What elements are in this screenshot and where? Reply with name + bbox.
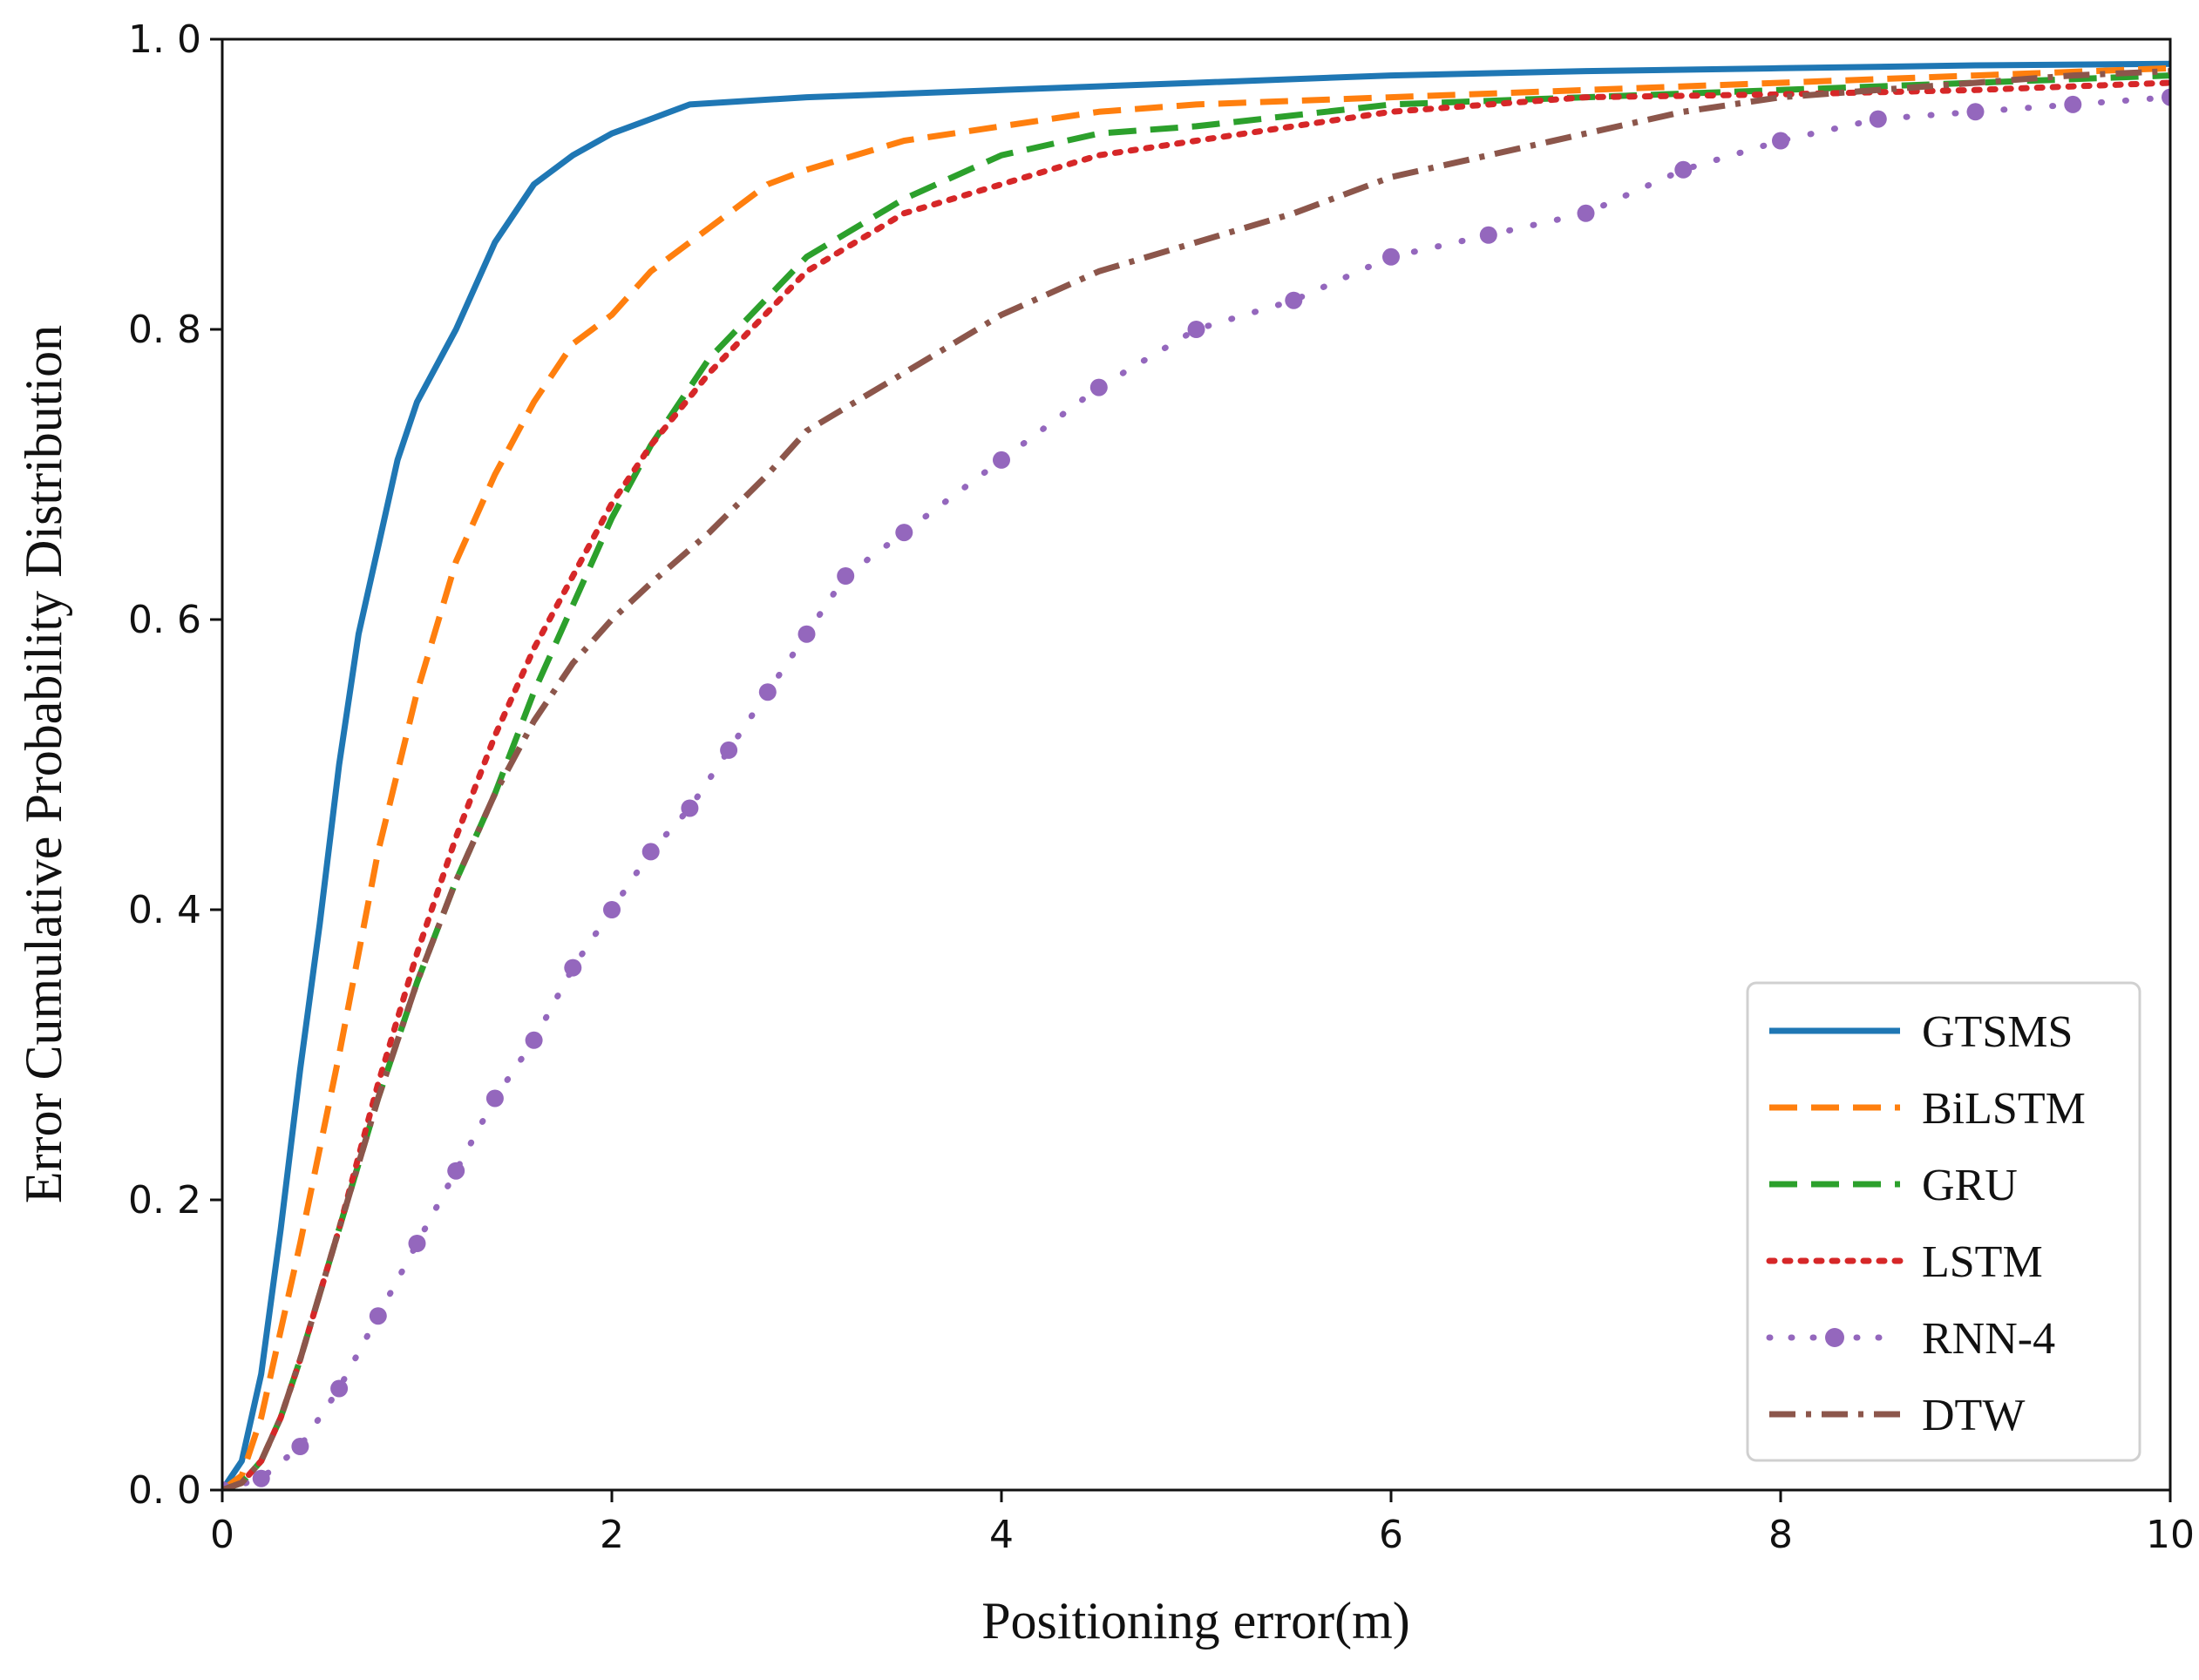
gtsms-series-line	[222, 60, 2170, 1490]
rnn-4-point	[797, 625, 816, 643]
x-tick-label: 8	[1768, 1513, 1793, 1557]
y-tick-label: 0. 8	[128, 308, 201, 352]
rnn-4-point	[895, 524, 913, 542]
plot-frame	[221, 37, 2172, 1492]
x-axis: 0 2 4 6 8 10	[210, 1490, 2195, 1557]
rnn-4-point	[1187, 321, 1205, 338]
legend-lstm-label: LSTM	[1922, 1237, 2043, 1287]
rnn-4-point	[408, 1235, 426, 1252]
rnn-4-point	[641, 843, 660, 861]
x-axis-label: Positioning error(m)	[981, 1592, 1410, 1650]
rnn-4-point	[252, 1469, 270, 1487]
rnn-4-point	[603, 901, 621, 918]
rnn-4-point	[291, 1438, 309, 1455]
rnn-4-point	[1577, 204, 1595, 222]
rnn-4-point	[2064, 95, 2082, 113]
y-tick-label: 1. 0	[128, 17, 201, 62]
y-tick-label: 0. 4	[128, 888, 201, 932]
legend: GTSMS BiLSTM GRU LSTM RNN-4 DTW	[1746, 981, 2141, 1462]
rnn-4-point	[1089, 378, 1108, 396]
x-tick-label: 6	[1379, 1513, 1403, 1557]
y-tick-label: 0. 0	[128, 1468, 201, 1513]
rnn-4-point	[1479, 226, 1497, 244]
legend-gtsms-label: GTSMS	[1922, 1007, 2073, 1057]
legend-bilstm-label: BiLSTM	[1922, 1084, 2086, 1134]
x-tick-label: 4	[989, 1513, 1014, 1557]
rnn-4-point	[447, 1162, 465, 1180]
legend-box	[1746, 981, 2141, 1462]
y-tick-label: 0. 2	[128, 1178, 201, 1223]
legend-rnn-4-label: RNN-4	[1922, 1314, 2055, 1364]
x-tick-label: 10	[2146, 1513, 2195, 1557]
rnn-4-point	[1382, 247, 1400, 266]
y-axis: 0. 0 0. 2 0. 4 0. 6 0. 8 1. 0	[128, 17, 222, 1513]
rnn-4-point	[758, 683, 777, 701]
x-tick-label: 2	[600, 1513, 624, 1557]
y-tick-label: 0. 6	[128, 598, 201, 642]
rnn-4-point	[485, 1089, 504, 1108]
rnn-4-point	[681, 799, 699, 817]
rnn-4-point	[837, 567, 855, 585]
y-axis-label: Error Cumulative Probability Distributio…	[15, 325, 72, 1203]
rnn-4-point	[1285, 291, 1303, 309]
rnn-4-point	[1966, 103, 1985, 121]
series-layer	[222, 60, 2170, 1490]
rnn-4-point	[720, 741, 738, 759]
rnn-4-point	[993, 450, 1010, 469]
legend-dtw-label: DTW	[1922, 1391, 2025, 1440]
rnn-4-point	[1869, 110, 1887, 128]
rnn-4-point	[369, 1307, 387, 1325]
bilstm-series-line	[222, 64, 2170, 1490]
rnn-4-point	[330, 1379, 349, 1398]
rnn-4-point	[1674, 160, 1693, 179]
gru-series-line	[222, 72, 2170, 1490]
rnn-4-point	[564, 959, 582, 977]
rnn-4-point	[525, 1031, 543, 1049]
x-tick-label: 0	[210, 1513, 234, 1557]
rnn-4-point	[2162, 88, 2170, 106]
rnn-4-point	[1772, 132, 1789, 150]
legend-rnn-4-marker	[1825, 1328, 1844, 1347]
legend-gru-label: GRU	[1922, 1161, 2018, 1210]
